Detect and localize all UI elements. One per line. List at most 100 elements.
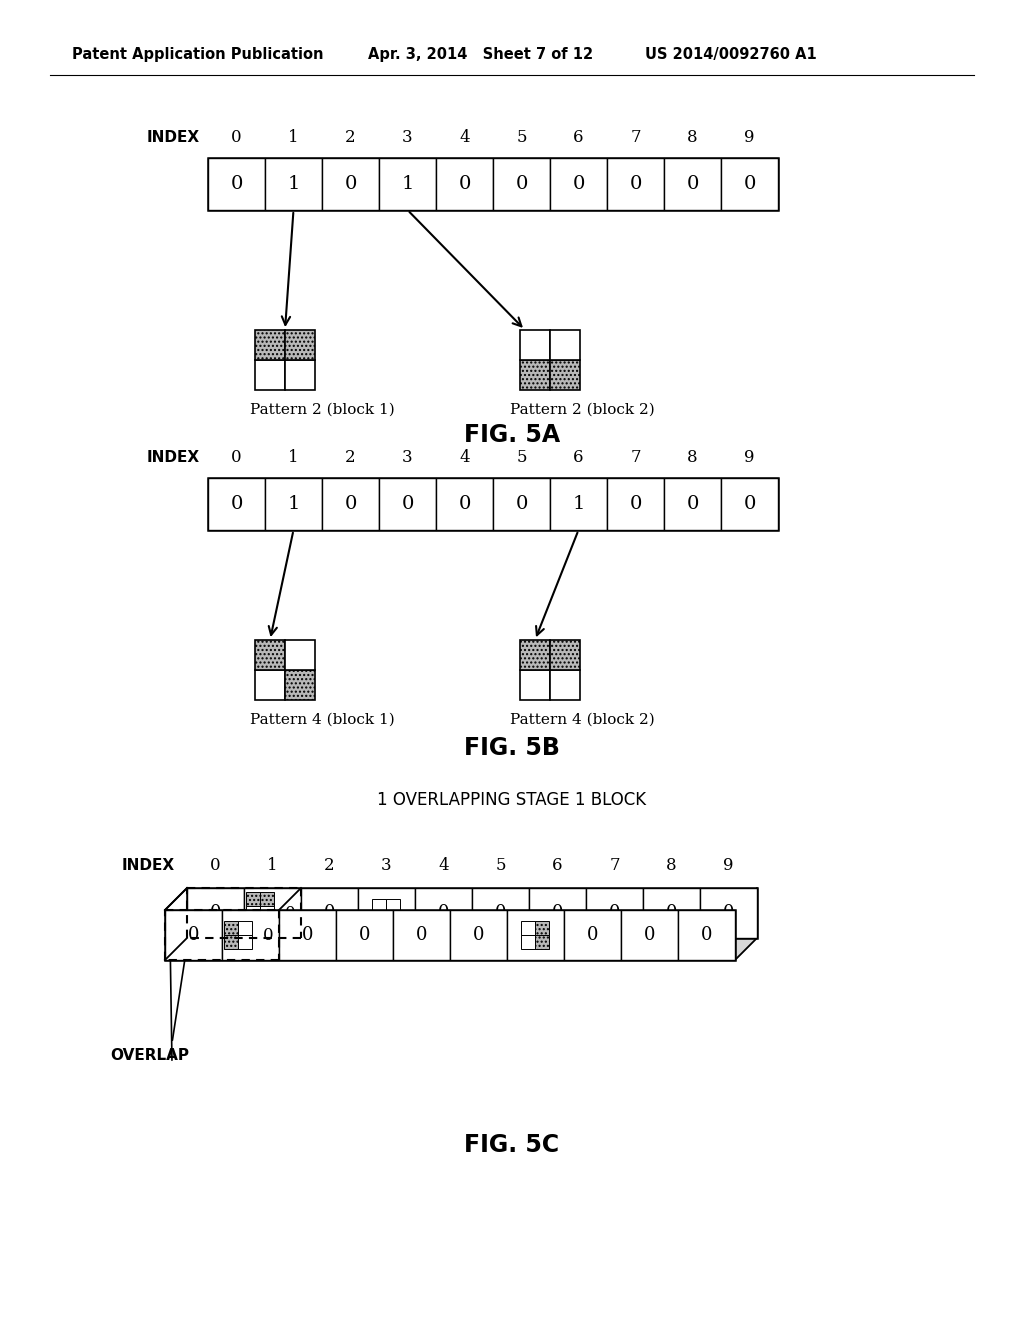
Bar [322,478,379,531]
Text: 0: 0 [416,927,427,944]
Text: 9: 9 [744,129,755,147]
Bar [493,158,550,210]
Bar [301,888,358,939]
Text: 0: 0 [572,176,585,193]
Bar [393,909,450,960]
Bar [238,921,252,935]
Bar [721,478,778,531]
Text: 0: 0 [723,904,734,921]
Text: 1: 1 [572,495,585,513]
Text: 0: 0 [743,495,756,513]
Bar [664,478,721,531]
Text: 0: 0 [495,904,506,921]
Text: 0: 0 [302,927,313,944]
Text: INDEX: INDEX [122,858,175,874]
Text: FIG. 5C: FIG. 5C [465,1133,559,1158]
Text: 3: 3 [402,450,413,466]
Text: 0: 0 [743,176,756,193]
Bar [520,360,550,389]
Text: 9: 9 [744,450,755,466]
Bar [285,671,315,700]
Bar [450,909,507,960]
Bar [643,888,700,939]
Text: 0: 0 [263,927,274,944]
Text: 0: 0 [324,904,335,921]
Bar [535,935,549,949]
Text: US 2014/0092760 A1: US 2014/0092760 A1 [645,48,817,62]
Text: 0: 0 [552,904,563,921]
Text: 7: 7 [630,129,641,147]
Bar [678,909,735,960]
Bar [472,888,529,939]
Text: 5: 5 [496,858,506,874]
Text: 2: 2 [345,129,355,147]
Bar [520,640,550,671]
Bar [265,158,322,210]
Text: 0: 0 [644,927,655,944]
Bar [187,888,757,939]
Text: 0: 0 [286,904,296,921]
Text: 0: 0 [230,495,243,513]
Bar [436,158,493,210]
Text: 0: 0 [187,927,200,944]
Text: 0: 0 [210,858,221,874]
Text: Pattern 4 (block 2): Pattern 4 (block 2) [510,713,654,727]
Text: 0: 0 [700,927,713,944]
Text: 8: 8 [667,858,677,874]
Text: Patent Application Publication: Patent Application Publication [72,48,324,62]
Bar [187,888,244,939]
Bar [208,478,265,531]
Text: 0: 0 [630,495,642,513]
Polygon shape [735,888,757,960]
Bar [255,360,285,389]
Text: 0: 0 [608,904,621,921]
Bar [246,892,260,906]
Text: 1: 1 [288,495,300,513]
Bar [260,892,274,906]
Bar [285,330,315,360]
Text: 0: 0 [210,904,221,921]
Text: 3: 3 [381,858,392,874]
Text: OVERLAP: OVERLAP [110,1048,189,1063]
Bar [322,158,379,210]
Bar [529,888,586,939]
Text: 0: 0 [686,495,698,513]
Bar [550,478,607,531]
Text: 1: 1 [288,129,299,147]
Text: 0: 0 [473,927,484,944]
Text: FIG. 5B: FIG. 5B [464,737,560,760]
Bar [550,330,580,360]
Bar [358,888,415,939]
Bar [550,158,607,210]
Text: 0: 0 [630,176,642,193]
Text: FIG. 5A: FIG. 5A [464,422,560,447]
Bar [700,888,757,939]
Text: Pattern 4 (block 1): Pattern 4 (block 1) [250,713,394,727]
Bar [260,906,274,920]
Bar [246,906,260,920]
Bar [336,909,393,960]
Text: 1: 1 [288,450,299,466]
Text: 8: 8 [687,450,697,466]
Text: 0: 0 [358,927,371,944]
Text: 1: 1 [267,858,278,874]
Bar [165,909,735,960]
Text: 0: 0 [459,176,471,193]
Bar [535,921,549,935]
FancyBboxPatch shape [208,158,778,210]
Text: 0: 0 [515,176,527,193]
Text: 0: 0 [515,495,527,513]
Text: 0: 0 [344,495,356,513]
Text: 6: 6 [573,129,584,147]
Text: 9: 9 [723,858,734,874]
Text: Pattern 2 (block 1): Pattern 2 (block 1) [250,403,394,417]
Bar [521,921,535,935]
Text: 0: 0 [686,176,698,193]
Text: 0: 0 [459,495,471,513]
Bar [607,158,664,210]
Bar [379,478,436,531]
Text: 7: 7 [609,858,620,874]
Text: 6: 6 [573,450,584,466]
Text: INDEX: INDEX [146,450,200,466]
Text: 4: 4 [459,450,470,466]
